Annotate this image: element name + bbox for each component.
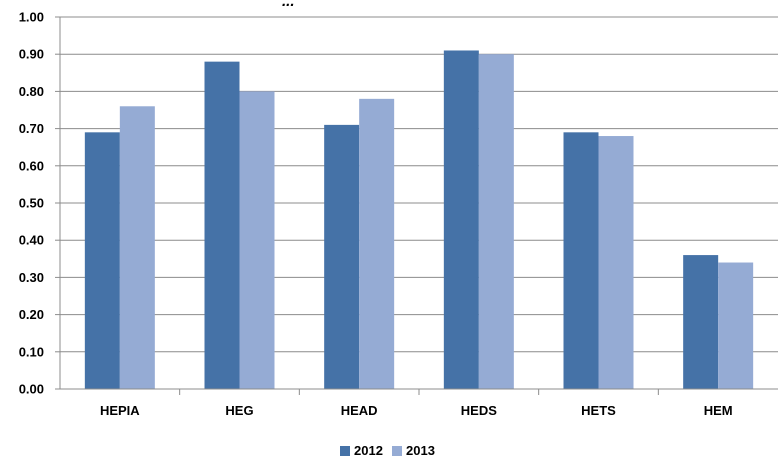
bar-head-2013 (359, 98, 395, 389)
bar-head-2012 (324, 124, 360, 389)
y-tick-label: 0.80 (19, 84, 44, 99)
tick-labels: 0.00 0.10 0.20 0.30 0.40 0.50 0.60 0.70 0.80 0.90… (19, 10, 733, 419)
y-tick-label: 0.60 (19, 158, 44, 173)
gridlines (60, 16, 778, 353)
y-tick-label: 0.50 (19, 196, 44, 211)
y-tick-label: 0.20 (19, 307, 44, 322)
y-tick-label: 0.30 (19, 270, 44, 285)
y-tick-label: 0.10 (19, 344, 44, 359)
y-tick-label: 0.40 (19, 233, 44, 248)
legend-label: 2013 (406, 443, 435, 458)
x-tick-label: HETS (581, 403, 616, 418)
x-tick-label: HEDS (461, 403, 497, 418)
y-tick-label: 0.90 (19, 47, 44, 62)
x-tick-label: HEG (225, 403, 253, 418)
bar-heds-2013 (478, 54, 514, 389)
bar-heg-2012 (204, 61, 240, 389)
x-tick-label: HEAD (341, 403, 378, 418)
bars (84, 50, 754, 390)
x-tick-label: HEPIA (100, 403, 140, 418)
bar-heds-2012 (443, 50, 479, 389)
bar-hem-2013 (718, 262, 754, 389)
legend-label: 2012 (354, 443, 383, 458)
axes (55, 16, 778, 395)
legend-swatch (340, 446, 350, 456)
y-tick-label: 1.00 (19, 10, 44, 25)
bar-hets-2013 (598, 136, 634, 389)
chart-title: ... (282, 0, 295, 10)
bar-hem-2012 (683, 255, 719, 389)
bar-hets-2012 (563, 132, 599, 389)
bar-hepia-2012 (84, 132, 120, 389)
y-tick-label: 0.70 (19, 121, 44, 136)
x-tick-label: HEM (704, 403, 733, 418)
bar-heg-2013 (239, 91, 275, 390)
bar-hepia-2013 (119, 106, 155, 389)
y-tick-label: 0.00 (19, 382, 44, 397)
legend: 2012 2013 (340, 443, 435, 458)
legend-swatch (392, 446, 402, 456)
